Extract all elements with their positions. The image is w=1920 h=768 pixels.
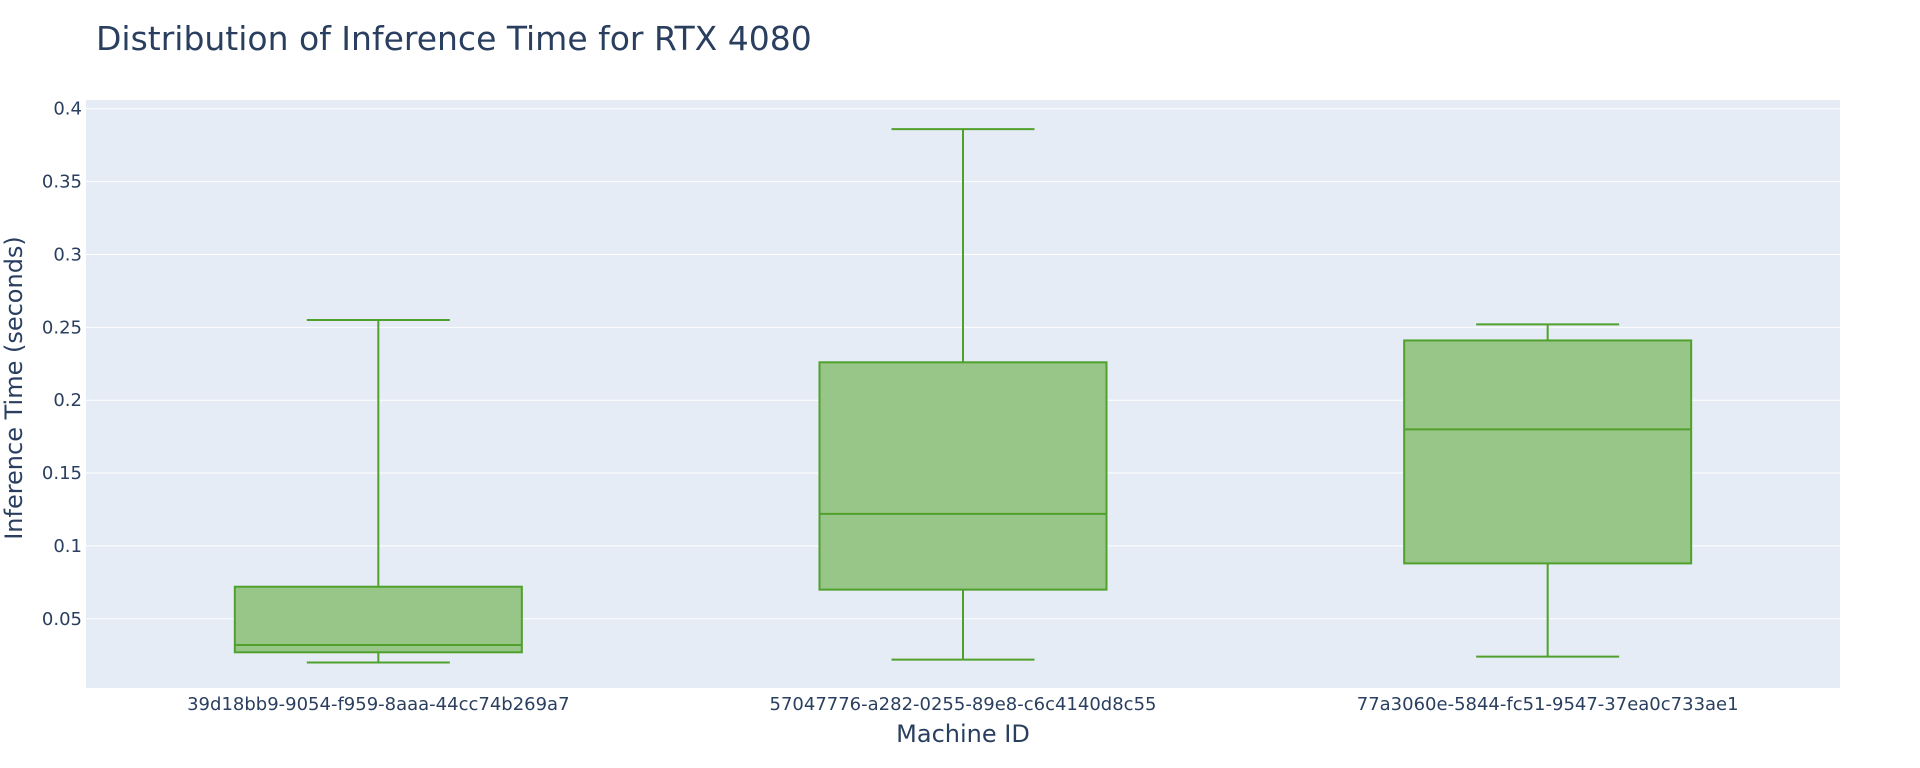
box-2 <box>818 128 1108 661</box>
y-tick-label: 0.4 <box>53 99 82 120</box>
y-tick-label: 0.3 <box>53 244 82 265</box>
y-tick-label: 0.05 <box>42 609 82 630</box>
x-axis-title: Machine ID <box>896 720 1030 748</box>
box-3 <box>1403 323 1693 658</box>
box-1 <box>233 319 523 664</box>
x-axis-ticks: 39d18bb9-9054-f959-8aaa-44cc74b269a7 5704… <box>187 694 1738 715</box>
iqr-box <box>1403 339 1693 565</box>
box-series <box>233 128 1693 664</box>
y-tick-label: 0.1 <box>53 536 82 557</box>
x-tick-label: 39d18bb9-9054-f959-8aaa-44cc74b269a7 <box>187 694 569 715</box>
y-tick-label: 0.2 <box>53 390 82 411</box>
y-tick-label: 0.15 <box>42 463 82 484</box>
y-tick-label: 0.35 <box>42 172 82 193</box>
y-axis-ticks: 0.05 0.1 0.15 0.2 0.25 0.3 0.35 0.4 <box>42 99 82 630</box>
iqr-box <box>818 361 1108 591</box>
y-tick-label: 0.25 <box>42 317 82 338</box>
chart-title: Distribution of Inference Time for RTX 4… <box>96 19 812 58</box>
iqr-box <box>233 585 523 654</box>
y-axis-title: Inference Time (seconds) <box>0 236 28 540</box>
x-tick-label: 57047776-a282-0255-89e8-c6c4140d8c55 <box>770 694 1157 715</box>
x-tick-label: 77a3060e-5844-fc51-9547-37ea0c733ae1 <box>1357 694 1739 715</box>
